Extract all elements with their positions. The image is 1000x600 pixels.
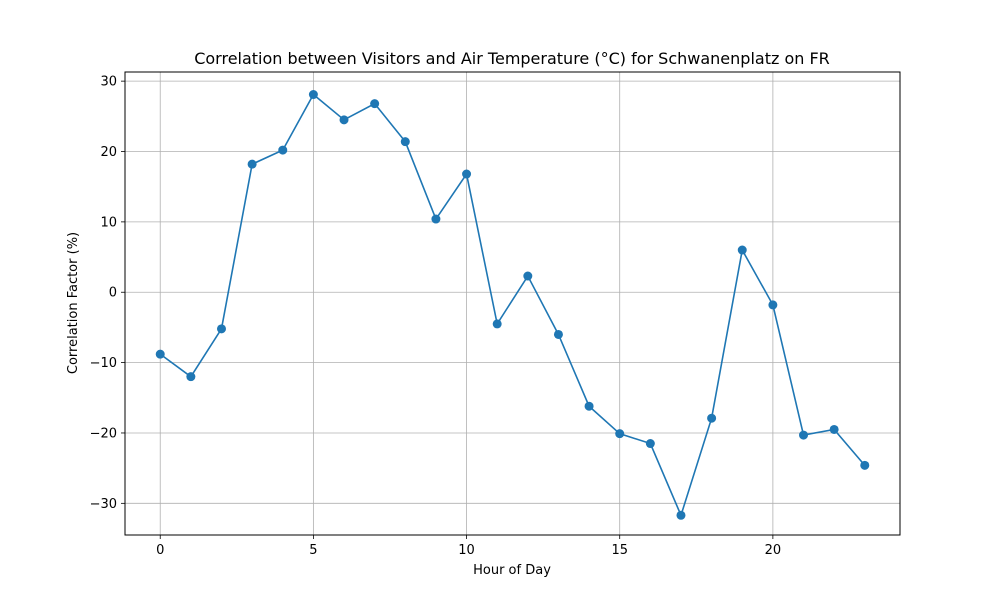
data-point	[216, 324, 226, 334]
data-point	[707, 413, 717, 423]
y-tick-label: 20	[100, 145, 117, 160]
x-tick-label: 15	[611, 543, 628, 558]
data-point	[584, 401, 594, 411]
data-point	[339, 115, 349, 125]
data-point	[799, 430, 809, 440]
y-tick-label: 0	[109, 286, 117, 301]
data-point	[615, 429, 625, 439]
data-point	[860, 460, 870, 470]
y-tick-label: 10	[100, 215, 117, 230]
y-tick-label: −10	[90, 356, 117, 371]
y-tick-label: −20	[90, 426, 117, 441]
tick-layer: 0 5 10 15 20 −30 −20 −10 0 10 20 30	[90, 75, 782, 558]
y-tick-label: −30	[90, 497, 117, 512]
data-point	[737, 245, 747, 255]
series-line	[159, 93, 866, 518]
data-point	[523, 271, 533, 281]
data-point	[278, 145, 288, 155]
chart-title: Correlation between Visitors and Air Tem…	[194, 49, 830, 68]
data-point	[247, 159, 257, 169]
data-point	[645, 439, 655, 449]
data-point	[553, 329, 563, 339]
data-point	[155, 349, 165, 359]
x-tick-label: 5	[309, 543, 317, 558]
plot-frame	[124, 71, 901, 536]
data-point	[768, 300, 778, 310]
x-axis-label: Hour of Day	[473, 563, 551, 578]
data-point	[492, 319, 502, 329]
grid-lines	[125, 72, 900, 535]
x-tick-label: 20	[765, 543, 782, 558]
data-point	[370, 99, 380, 109]
y-axis-label: Correlation Factor (%)	[66, 232, 81, 374]
data-point	[186, 372, 196, 382]
data-point	[308, 90, 318, 100]
x-tick-label: 10	[458, 543, 475, 558]
y-tick-label: 30	[100, 75, 117, 90]
series-layer	[155, 90, 870, 520]
data-point	[431, 214, 441, 224]
data-point	[462, 169, 472, 179]
data-point	[400, 137, 410, 147]
data-point	[829, 424, 839, 434]
data-point	[676, 510, 686, 520]
x-tick-label: 0	[156, 543, 164, 558]
